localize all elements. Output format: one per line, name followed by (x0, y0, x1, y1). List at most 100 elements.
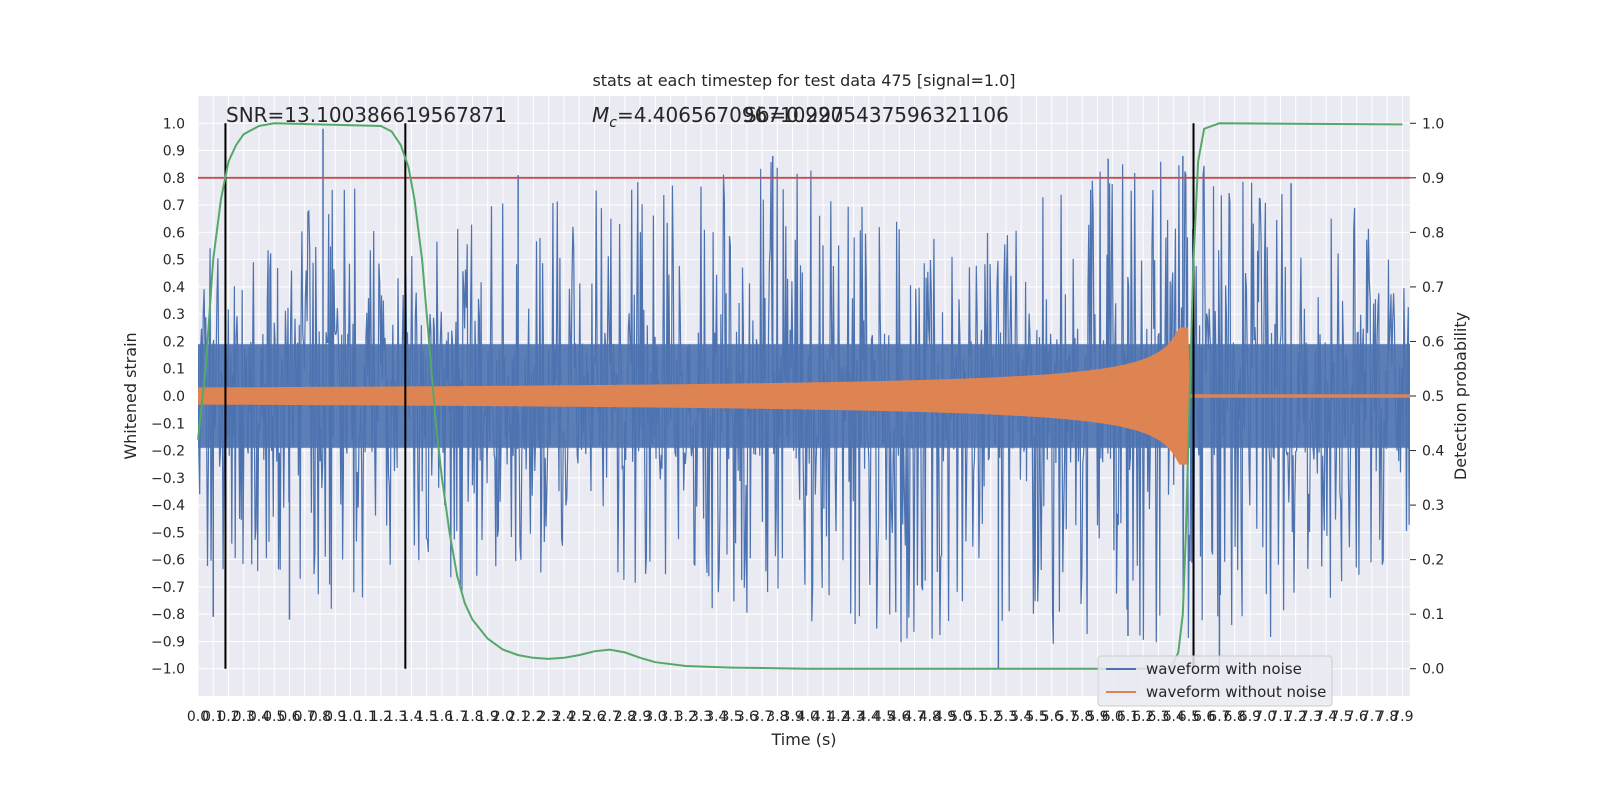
x-tick-label: 7.4 (1315, 709, 1337, 725)
y-tick-label: 0.3 (163, 307, 185, 323)
x-tick-label: 3.9 (781, 709, 803, 725)
x-tick-label: 2.0 (492, 709, 514, 725)
x-tick-label: 5.3 (995, 709, 1017, 725)
x-tick-label: 1.5 (416, 709, 438, 725)
y-tick-label: 0.9 (163, 144, 185, 160)
x-tick-label: 7.5 (1330, 709, 1352, 725)
x-tick-label: 1.0 (339, 709, 361, 725)
y-tick-label: −0.5 (151, 525, 185, 541)
y2-tick-label: 0.9 (1422, 171, 1444, 187)
snr-annotation: SNR=13.100386619567871 (226, 103, 507, 127)
x-tick-label: 6.3 (1147, 709, 1169, 725)
x-tick-label: 6.5 (1178, 709, 1200, 725)
x-tick-label: 6.2 (1132, 709, 1154, 725)
x-tick-label: 5.0 (949, 709, 971, 725)
chirp-mass-value: =4.406567096710297 (617, 103, 844, 127)
y-tick-label: −0.3 (151, 471, 185, 487)
detection-probability-line (197, 122, 1403, 670)
x-tick-label: 7.6 (1346, 709, 1368, 725)
x-tick-label: 0.9 (324, 709, 346, 725)
x-tick-label: 2.1 (507, 709, 529, 725)
x-tick-label: 0.7 (294, 709, 316, 725)
y-tick-label: 0.1 (163, 362, 185, 378)
x-tick-label: 5.4 (1010, 709, 1032, 725)
y-tick-label: −0.4 (151, 498, 185, 514)
x-tick-label: 3.0 (644, 709, 666, 725)
x-tick-label: 4.5 (873, 709, 895, 725)
x-tick-label: 0.6 (278, 709, 300, 725)
y2-tick-label: 0.6 (1422, 334, 1444, 350)
x-tick-label: 1.8 (461, 709, 483, 725)
legend-label-clean: waveform without noise (1146, 683, 1326, 701)
x-tick-label: 1.2 (370, 709, 392, 725)
x-tick-label: 6.7 (1208, 709, 1230, 725)
x-tick-label: 6.0 (1102, 709, 1124, 725)
x-tick-label: 0.5 (263, 709, 285, 725)
x-tick-label: 1.4 (400, 709, 422, 725)
x-tick-label: 1.6 (431, 709, 453, 725)
x-tick-label: 7.7 (1361, 709, 1383, 725)
x-tick-label: 3.1 (659, 709, 681, 725)
y-tick-label: 0.4 (163, 280, 185, 296)
x-tick-label: 4.9 (934, 709, 956, 725)
y2-tick-label: 0.7 (1422, 280, 1444, 296)
x-tick-label: 5.7 (1056, 709, 1078, 725)
x-tick-label: 4.3 (842, 709, 864, 725)
x-tick-label: 0.1 (202, 709, 224, 725)
x-tick-label: 7.9 (1391, 709, 1413, 725)
x-tick-label: 5.8 (1071, 709, 1093, 725)
x-tick-label: 3.2 (675, 709, 697, 725)
x-axis-label: Time (s) (770, 730, 836, 749)
x-tick-label: 2.3 (538, 709, 560, 725)
y-tick-label: 0.2 (163, 334, 185, 350)
y-tick-label: 0.0 (163, 389, 185, 405)
x-tick-label: 5.6 (1041, 709, 1063, 725)
y-tick-label: −0.9 (151, 634, 185, 650)
y2-tick-label: 1.0 (1422, 116, 1444, 132)
y-tick-label: −1.0 (151, 662, 185, 678)
x-tick-label: 5.1 (964, 709, 986, 725)
y2-tick-label: 0.0 (1422, 662, 1444, 678)
x-tick-label: 2.5 (568, 709, 590, 725)
chirp-mass-symbol: M (592, 103, 609, 127)
x-tick-label: 4.4 (858, 709, 880, 725)
y-tick-label: 0.8 (163, 171, 185, 187)
y2-tick-label: 0.1 (1422, 607, 1444, 623)
y-tick-label: 0.6 (163, 225, 185, 241)
x-tick-label: 2.9 (629, 709, 651, 725)
x-axis-ticks: 0.00.10.20.30.40.50.60.70.80.91.01.11.21… (187, 709, 1414, 725)
x-tick-label: 0.2 (217, 709, 239, 725)
y-tick-label: 0.7 (163, 198, 185, 214)
x-tick-label: 6.4 (1163, 709, 1185, 725)
x-tick-label: 4.7 (903, 709, 925, 725)
series-layer (198, 128, 1410, 669)
x-tick-label: 6.6 (1193, 709, 1215, 725)
x-tick-label: 3.4 (705, 709, 727, 725)
chirp-mass-annotation: Mc=4.406567096710297 (592, 103, 844, 131)
x-tick-label: 1.1 (355, 709, 377, 725)
legend-box (1097, 655, 1333, 707)
x-tick-label: 3.7 (751, 709, 773, 725)
x-tick-label: 1.9 (477, 709, 499, 725)
x-tick-label: 2.8 (614, 709, 636, 725)
y2-tick-label: 0.8 (1422, 225, 1444, 241)
x-tick-label: 2.4 (553, 709, 575, 725)
x-tick-label: 7.2 (1285, 709, 1307, 725)
y-tick-label: 1.0 (163, 116, 185, 132)
x-tick-label: 0.8 (309, 709, 331, 725)
x-tick-label: 2.7 (598, 709, 620, 725)
x-tick-label: 0.3 (233, 709, 255, 725)
y-tick-label: −0.7 (151, 580, 185, 596)
x-tick-label: 7.0 (1254, 709, 1276, 725)
x-tick-label: 7.1 (1269, 709, 1291, 725)
y2-tick-label: 0.5 (1422, 389, 1444, 405)
x-tick-label: 6.9 (1239, 709, 1261, 725)
chart-title: stats at each timestep for test data 475… (592, 71, 1015, 90)
x-tick-label: 5.2 (980, 709, 1002, 725)
x-tick-label: 4.1 (812, 709, 834, 725)
y-tick-label: −0.8 (151, 607, 185, 623)
x-tick-label: 0.0 (187, 709, 209, 725)
x-tick-label: 3.8 (766, 709, 788, 725)
overlay-layer (197, 122, 1410, 670)
